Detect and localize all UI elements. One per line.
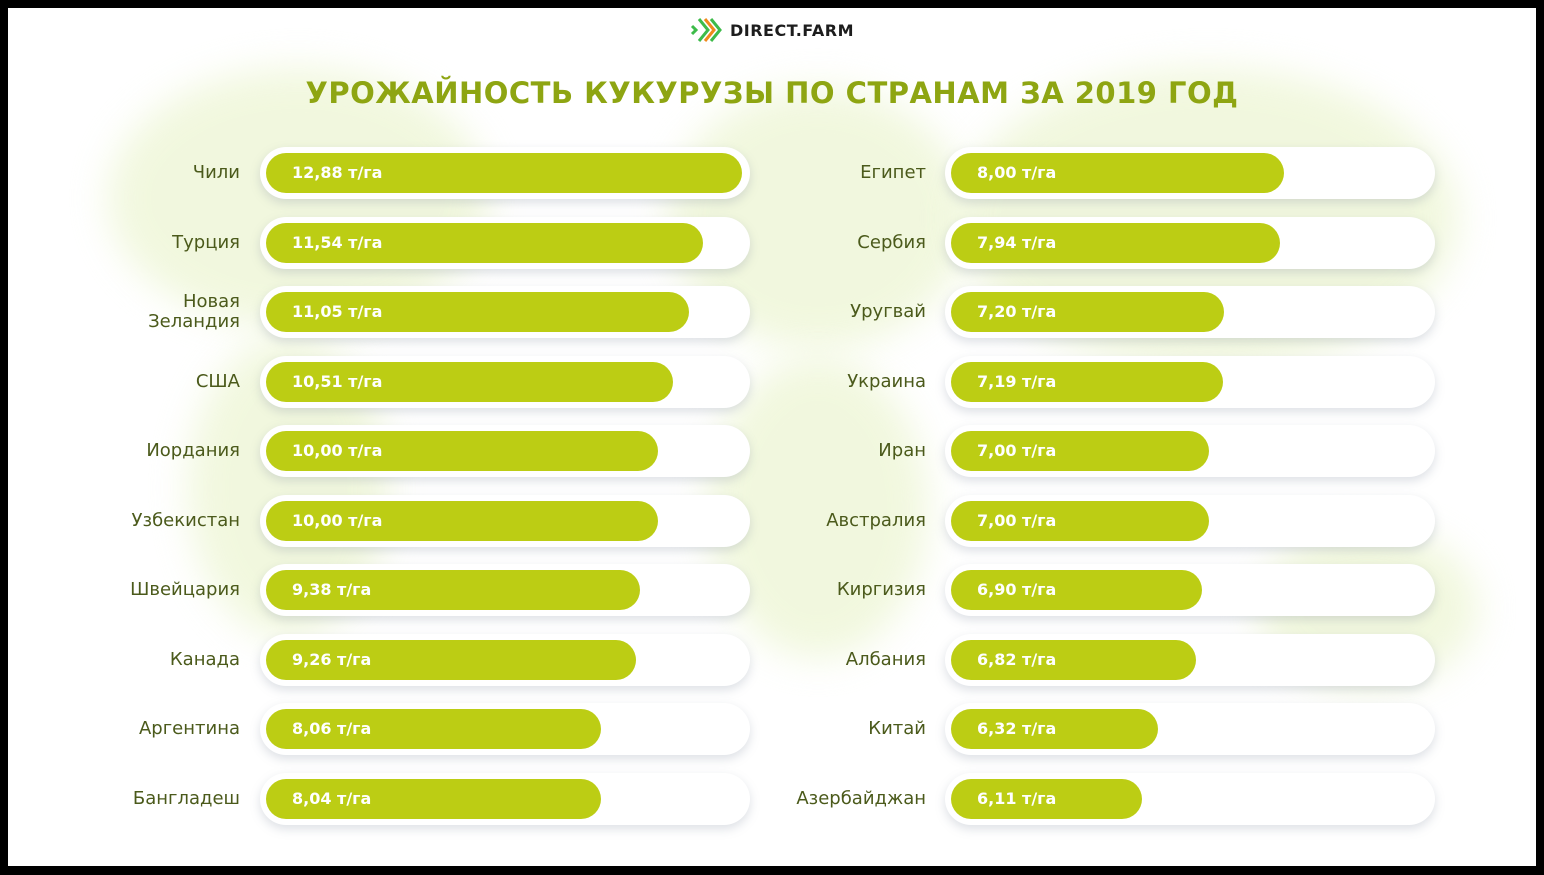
- bar-track: 7,19 т/га: [945, 355, 1435, 408]
- logo-text: DIRECT.FARM: [730, 20, 855, 40]
- category-label: Сербия: [857, 231, 926, 253]
- bar: 7,00 т/га: [951, 431, 1209, 471]
- data-label: 7,00 т/га: [977, 441, 1057, 460]
- data-label: 6,82 т/га: [977, 649, 1057, 669]
- bar: 7,19 т/га: [951, 361, 1224, 402]
- category-label: Иран: [878, 440, 926, 461]
- category-label: Канада: [169, 648, 240, 670]
- bar-track: 8,04 т/га: [260, 772, 750, 825]
- bar-track: 10,00 т/га: [260, 494, 750, 547]
- bar: 7,20 т/га: [951, 292, 1224, 332]
- bar-track: 7,00 т/га: [945, 494, 1435, 547]
- category-label: Китай: [868, 718, 926, 739]
- data-label: 7,19 т/га: [977, 371, 1057, 391]
- bar: 7,94 т/га: [951, 222, 1280, 263]
- data-label: 6,11 т/га: [977, 788, 1057, 808]
- bar: 8,06 т/га: [266, 709, 602, 749]
- bar: 10,51 т/га: [266, 361, 673, 402]
- bar-track: 6,11 т/га: [945, 772, 1435, 825]
- data-label: 7,94 т/га: [977, 232, 1057, 252]
- bar-track: 7,00 т/га: [945, 425, 1435, 477]
- bar: 10,00 т/га: [266, 500, 658, 541]
- bar: 11,54 т/га: [266, 222, 704, 263]
- data-label: 8,04 т/га: [292, 788, 372, 808]
- bar-track: 12,88 т/га: [260, 147, 750, 199]
- data-label: 10,00 т/га: [292, 441, 383, 460]
- bar-track: 9,26 т/га: [260, 633, 750, 686]
- data-label: 10,00 т/га: [292, 510, 383, 530]
- category-label: Иордания: [146, 440, 240, 461]
- bar-track: 9,38 т/га: [260, 564, 750, 616]
- data-label: 10,51 т/га: [292, 371, 383, 391]
- bar: 6,82 т/га: [951, 639, 1196, 680]
- category-label: Турция: [172, 231, 240, 253]
- chart-title: УРОЖАЙНОСТЬ КУКУРУЗЫ ПО СТРАНАМ ЗА 2019 …: [305, 76, 1239, 110]
- data-label: 7,20 т/га: [977, 302, 1057, 321]
- category-label: Уругвай: [850, 301, 926, 322]
- bar: 11,05 т/га: [266, 292, 689, 332]
- bar-track: 11,05 т/га: [260, 286, 750, 338]
- bar: 12,88 т/га: [266, 153, 743, 193]
- bar-track: 6,32 т/га: [945, 703, 1435, 755]
- category-label: Швейцария: [130, 579, 240, 600]
- category-label: США: [195, 370, 240, 392]
- bar-track: 7,20 т/га: [945, 286, 1435, 338]
- bar-track: 6,82 т/га: [945, 633, 1435, 686]
- bar-track: 10,51 т/га: [260, 355, 750, 408]
- category-label: Аргентина: [138, 718, 240, 739]
- data-label: 11,54 т/га: [292, 232, 383, 252]
- bar: 8,04 т/га: [266, 778, 601, 819]
- bar: 9,38 т/га: [266, 570, 640, 610]
- data-label: 8,00 т/га: [977, 163, 1057, 182]
- bar-track: 8,00 т/га: [945, 147, 1435, 199]
- bar: 6,11 т/га: [951, 778, 1143, 819]
- category-label: Киргизия: [836, 579, 926, 600]
- data-label: 8,06 т/га: [292, 719, 372, 738]
- category-label: Египет: [860, 162, 926, 183]
- bar-track: 7,94 т/га: [945, 216, 1435, 269]
- category-label: Чили: [192, 162, 240, 183]
- category-label: Австралия: [826, 509, 926, 531]
- bar-track: 8,06 т/га: [260, 703, 750, 755]
- data-label: 7,00 т/га: [977, 510, 1057, 530]
- chevrons-logo-icon: [690, 18, 722, 42]
- bar: 10,00 т/га: [266, 431, 658, 471]
- category-label: Албания: [845, 648, 926, 670]
- logo: DIRECT.FARM: [690, 16, 854, 44]
- bar-track: 10,00 т/га: [260, 425, 750, 477]
- data-label: 6,90 т/га: [977, 580, 1057, 599]
- category-label: Новая Зеландия: [148, 291, 240, 332]
- category-label: Азербайджан: [796, 787, 926, 809]
- bar: 6,32 т/га: [951, 709, 1158, 749]
- bar: 9,26 т/га: [266, 639, 637, 680]
- bar-track: 6,90 т/га: [945, 564, 1435, 616]
- data-label: 6,32 т/га: [977, 719, 1057, 738]
- bar-track: 11,54 т/га: [260, 216, 750, 269]
- data-label: 11,05 т/га: [292, 302, 383, 321]
- bar: 8,00 т/га: [951, 153, 1284, 193]
- category-label: Узбекистан: [131, 509, 240, 531]
- bar: 7,00 т/га: [951, 500, 1209, 541]
- data-label: 9,38 т/га: [292, 580, 372, 599]
- category-label: Украина: [847, 370, 926, 392]
- data-label: 12,88 т/га: [292, 163, 383, 182]
- bar: 6,90 т/га: [951, 570, 1202, 610]
- category-label: Бангладеш: [132, 787, 240, 809]
- data-label: 9,26 т/га: [292, 649, 372, 669]
